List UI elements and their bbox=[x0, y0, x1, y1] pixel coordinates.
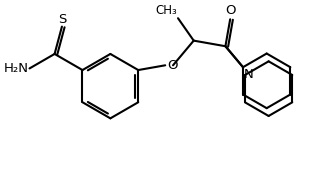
Text: O: O bbox=[167, 59, 178, 72]
Text: H₂N: H₂N bbox=[4, 62, 29, 75]
Text: N: N bbox=[244, 68, 254, 81]
Text: O: O bbox=[225, 4, 235, 17]
Text: S: S bbox=[58, 13, 66, 26]
Text: CH₃: CH₃ bbox=[155, 4, 177, 17]
